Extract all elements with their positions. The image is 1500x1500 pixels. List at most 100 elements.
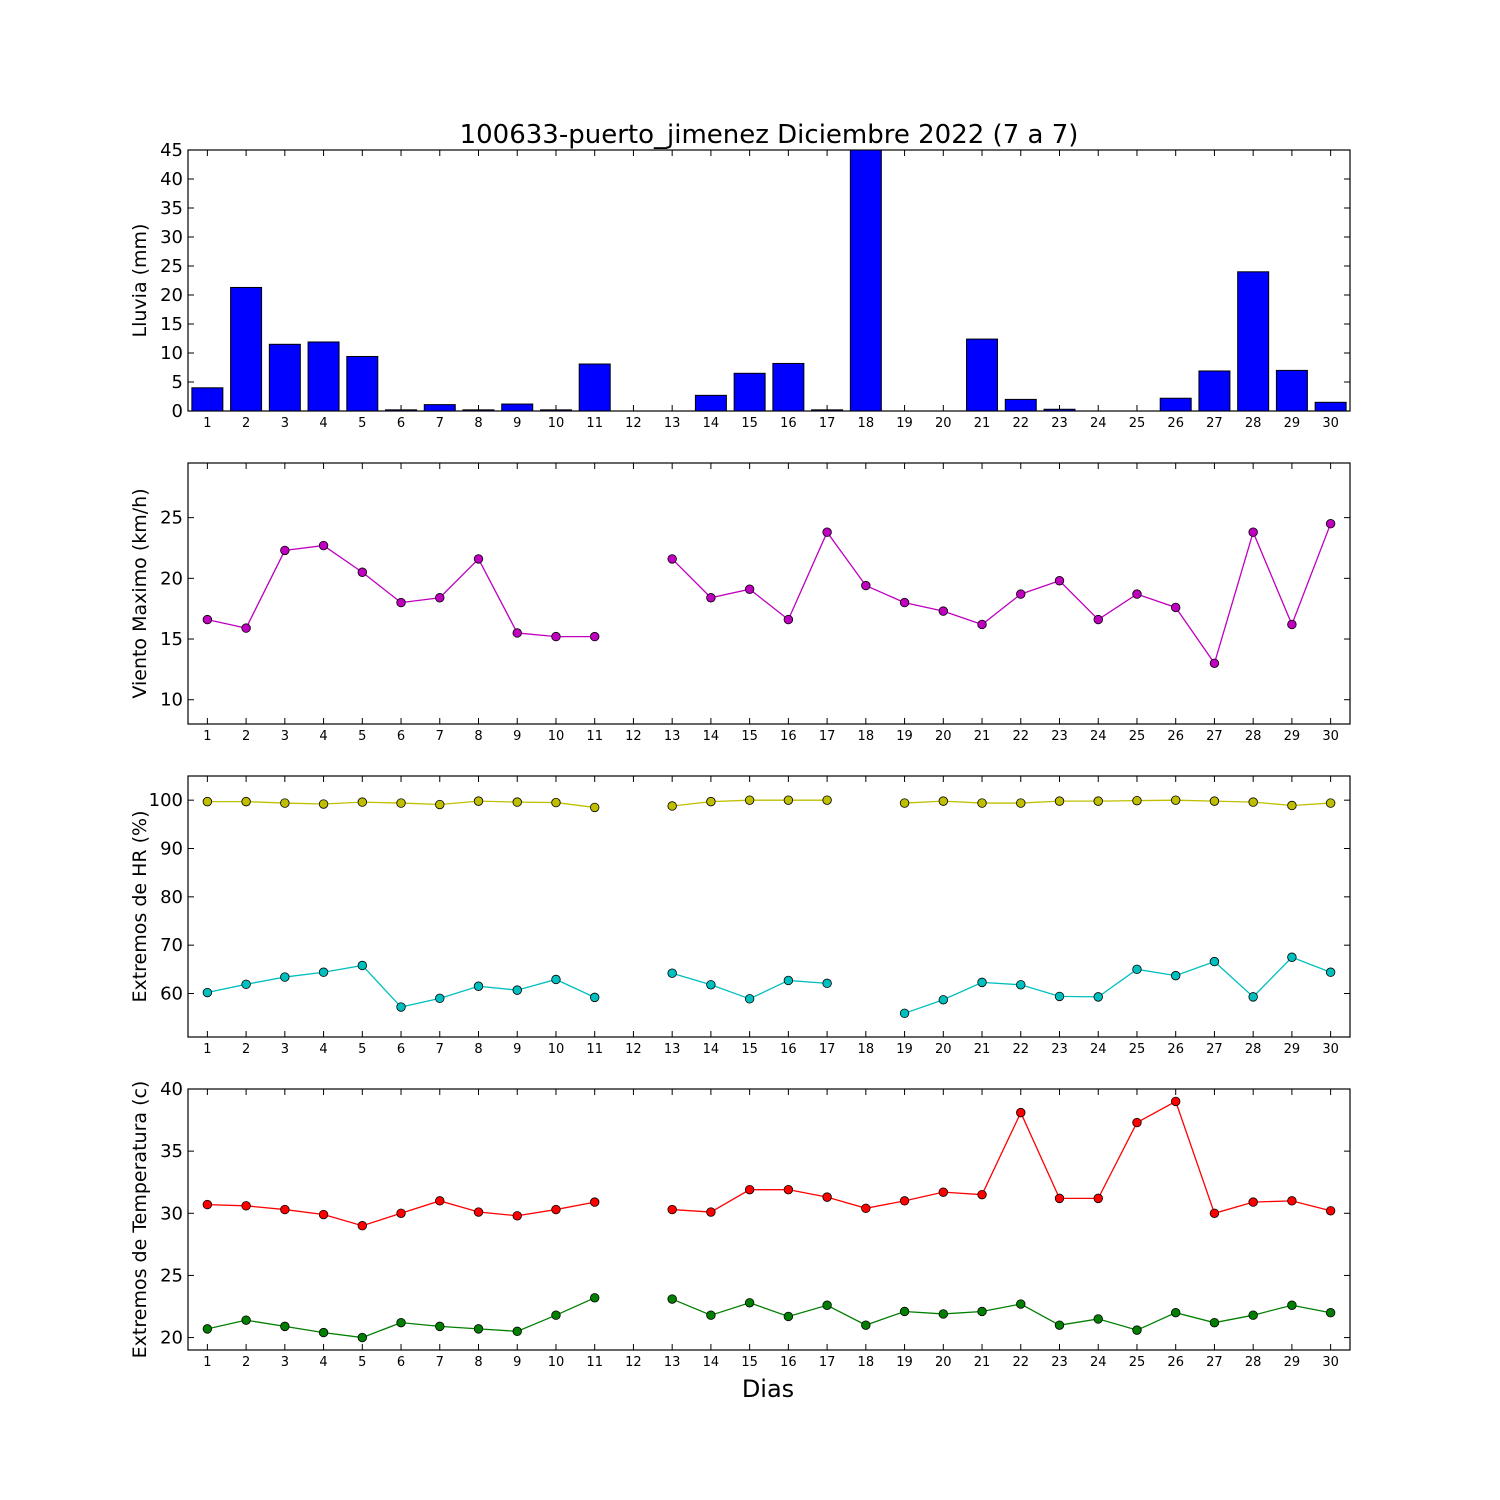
temperature-series-1-point <box>1093 1314 1103 1324</box>
rain-bar <box>307 341 340 412</box>
wind-series-0-point <box>822 527 832 537</box>
temperature-xtick-label: 9 <box>513 1355 521 1370</box>
humidity-series-1-point <box>1170 970 1181 981</box>
wind-xtick-label: 22 <box>1012 729 1029 744</box>
temperature-series-0-point <box>977 1189 987 1200</box>
temperature-series-0-point <box>1016 1107 1026 1118</box>
humidity-series-1-point <box>783 975 794 986</box>
temperature-series-1-line <box>671 1298 1331 1331</box>
rain-xtick-label: 28 <box>1245 416 1262 431</box>
temperature-xtick-label: 25 <box>1129 1355 1146 1370</box>
rain-xtick-label: 14 <box>703 416 720 431</box>
humidity-series-0-point <box>202 796 213 807</box>
rain-xtick-label: 18 <box>858 416 875 431</box>
wind-xtick-label: 5 <box>358 729 366 744</box>
wind-series-0-point <box>783 614 794 625</box>
rain-xtick-label: 15 <box>741 416 758 431</box>
temperature-series-1-point <box>822 1300 832 1310</box>
humidity-series-0-point <box>435 799 445 810</box>
wind-xtick-label: 29 <box>1284 729 1301 744</box>
temperature-series-0-point <box>280 1204 290 1215</box>
humidity-xtick-label: 21 <box>974 1042 991 1057</box>
humidity-series-0-point <box>551 797 561 808</box>
temperature-xtick-label: 17 <box>819 1355 836 1370</box>
temperature-xtick-label: 23 <box>1051 1355 1068 1370</box>
wind-axes-frame <box>187 462 1351 725</box>
humidity-series-1-point <box>512 985 522 995</box>
humidity-series-0-point <box>1016 798 1026 808</box>
wind-xtick-label: 26 <box>1167 729 1184 744</box>
humidity-xtick-label: 4 <box>319 1042 327 1057</box>
humidity-xtick-label: 25 <box>1129 1042 1146 1057</box>
rain-xtick-label: 29 <box>1284 416 1301 431</box>
temperature-xtick-label: 20 <box>935 1355 952 1370</box>
wind-series-0-point <box>706 593 716 603</box>
humidity-series-0-point <box>783 795 794 805</box>
wind-series-0-point <box>1287 619 1297 630</box>
humidity-xtick-label: 1 <box>203 1042 211 1057</box>
humidity-series-0-point <box>1170 795 1181 805</box>
wind-series-0-point <box>667 554 677 564</box>
humidity-axes-frame <box>187 775 1351 1038</box>
rain-bar <box>501 403 534 412</box>
wind-series-0-point <box>744 584 755 594</box>
humidity-ytick-label: 90 <box>160 839 183 860</box>
temperature-series-1-point <box>551 1310 561 1320</box>
temperature-xtick-label: 27 <box>1206 1355 1223 1370</box>
temperature-xtick-label: 22 <box>1012 1355 1029 1370</box>
wind-series-0-point <box>590 631 600 642</box>
temperature-series-1-point <box>744 1298 755 1308</box>
humidity-xtick-label: 24 <box>1090 1042 1107 1057</box>
humidity-xtick-label: 27 <box>1206 1042 1223 1057</box>
temperature-xtick-label: 21 <box>974 1355 991 1370</box>
humidity-xtick-label: 13 <box>664 1042 681 1057</box>
humidity-series-0-point <box>318 799 329 809</box>
temperature-series-1-point <box>667 1294 677 1304</box>
humidity-xtick-label: 6 <box>397 1042 405 1057</box>
rain-xtick-label: 21 <box>974 416 991 431</box>
humidity-series-1-point <box>241 979 251 990</box>
humidity-ytick-label: 70 <box>160 935 183 956</box>
wind-series-0-point <box>977 619 987 630</box>
humidity-series-1-point <box>318 967 329 977</box>
humidity-series-1-point <box>1209 956 1220 967</box>
temperature-series-1-point <box>706 1310 716 1320</box>
wind-xtick-label: 12 <box>625 729 642 744</box>
rain-bar <box>733 372 766 412</box>
wind-y-axis-label: Viento Maximo (km/h) <box>129 488 151 698</box>
rain-ytick-label: 25 <box>160 256 183 277</box>
humidity-series-1-point <box>473 981 484 991</box>
rain-xtick-label: 20 <box>935 416 952 431</box>
wind-xtick-label: 15 <box>741 729 758 744</box>
temperature-series-0-point <box>938 1187 949 1197</box>
wind-xtick-label: 27 <box>1206 729 1223 744</box>
rain-bar <box>1314 401 1347 412</box>
humidity-series-0-point <box>822 795 832 805</box>
wind-series-0-point <box>473 554 484 564</box>
temperature-xtick-label: 29 <box>1284 1355 1301 1370</box>
wind-xtick-label: 3 <box>281 729 289 744</box>
wind-ytick-label: 10 <box>160 690 183 711</box>
rain-xtick-label: 30 <box>1322 416 1339 431</box>
humidity-series-1-point <box>1325 967 1336 977</box>
rain-xtick-label: 27 <box>1206 416 1223 431</box>
temperature-series-0-point <box>1325 1206 1336 1216</box>
temperature-series-0-point <box>473 1207 484 1217</box>
temperature-xtick-label: 8 <box>474 1355 482 1370</box>
rain-ytick-label: 5 <box>172 372 183 393</box>
humidity-xtick-label: 22 <box>1012 1042 1029 1057</box>
wind-xtick-label: 1 <box>203 729 211 744</box>
wind-xtick-label: 7 <box>436 729 444 744</box>
humidity-series-1-point <box>667 968 677 978</box>
humidity-series-1-point <box>938 995 949 1005</box>
temperature-series-1-point <box>473 1324 484 1334</box>
temperature-series-0-point <box>357 1221 368 1231</box>
humidity-xtick-label: 29 <box>1284 1042 1301 1057</box>
rain-xtick-label: 2 <box>242 416 250 431</box>
wind-xtick-label: 16 <box>780 729 797 744</box>
humidity-series-1-point <box>1287 952 1297 962</box>
rain-xtick-label: 17 <box>819 416 836 431</box>
